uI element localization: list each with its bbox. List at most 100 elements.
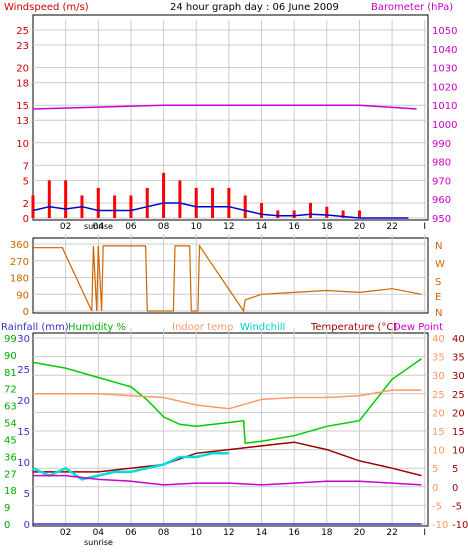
wind-x-tick-label: 12 (223, 222, 234, 232)
direction-y-tick-label: 90 (16, 290, 29, 301)
humidity-y-tick-label: 99 (4, 334, 17, 345)
temp-x-tick-label: 04 (93, 528, 105, 538)
direction-y-tick-label: 360 (10, 240, 29, 251)
indoor-y-tick-label: 0 (432, 483, 438, 494)
wind-x-tick-label: 08 (158, 222, 170, 232)
humidity-y-tick-label: 27 (4, 469, 17, 480)
barometer-y-tick-label: 1050 (432, 26, 457, 37)
indoor-y-tick-label: 20 (432, 408, 445, 419)
wind-gust-bar (145, 187, 149, 218)
wind-x-tick-label: 20 (354, 222, 366, 232)
humidity-y-tick-label: 54 (4, 419, 17, 430)
rainfall-y-tick-label: 5 (24, 489, 30, 500)
barometer-y-tick-label: 990 (432, 139, 451, 150)
compass-s: S (435, 277, 441, 288)
wind-x-tick-label: 06 (125, 222, 137, 232)
windchill-line (32, 452, 229, 481)
windspeed-y-tick-label: 5 (23, 176, 29, 187)
compass-n-top: N (435, 241, 442, 252)
rainfall-y-tick-label: 25 (17, 365, 30, 376)
temp-x-tick-label: 22 (386, 528, 397, 538)
chart-title: 24 hour graph day : 06 June 2009 (170, 2, 339, 13)
windspeed-y-tick-label: 15 (16, 101, 29, 112)
windspeed-y-tick-label: 13 (16, 116, 29, 127)
wind-gust-bar (227, 187, 231, 218)
wind-gust-bar (96, 187, 100, 218)
indoor-y-tick-label: 35 (432, 353, 445, 364)
windchill-label: Windchill (240, 322, 285, 333)
temp-x-tick-label: 14 (256, 528, 268, 538)
wind-gust-bar (129, 195, 133, 218)
windspeed-y-tick-label: 7 (23, 161, 29, 172)
indoor-y-tick-label: 10 (432, 446, 445, 457)
wind-x-tick-label: 04 (93, 222, 105, 232)
wind-gust-bar (211, 187, 215, 218)
humidity-y-tick-label: 63 (4, 402, 17, 413)
temp-x-tick-label: 08 (158, 528, 170, 538)
temp-x-tick-label: 12 (223, 528, 234, 538)
wind-gust-bar (47, 180, 51, 218)
temperature-y-tick-label: -5 (452, 501, 462, 512)
temperature-y-tick-label: 35 (452, 353, 465, 364)
temp-x-tick-label: 06 (125, 528, 137, 538)
temp-x-tick-label: 10 (190, 528, 202, 538)
wind-gust-bar (31, 195, 35, 218)
sunrise-label-bottom: sunrise (84, 538, 113, 547)
temp-x-tick-label: 02 (60, 528, 71, 538)
rainfall-y-tick-label: 20 (17, 396, 30, 407)
barometer-line (32, 104, 417, 110)
wind-gust-bar (178, 180, 182, 218)
barometer-y-tick-label: 1020 (432, 82, 457, 93)
humidity-y-tick-label: 45 (4, 435, 17, 446)
wind-x-tick-label: 02 (60, 222, 71, 232)
windspeed-y-tick-label: 0 (23, 214, 29, 225)
wind-x-tick-label: 22 (386, 222, 397, 232)
temperature-axis-label: Temperature (°C) (310, 322, 397, 333)
temp-x-tick-label: I (423, 528, 426, 538)
dew-point-label: Dew Point (393, 322, 443, 333)
barometer-y-tick-label: 1030 (432, 64, 457, 75)
humidity-y-tick-label: 72 (4, 385, 17, 396)
humidity-y-tick-label: 18 (4, 486, 17, 497)
barometer-y-tick-label: 1040 (432, 45, 457, 56)
dew-point-line (33, 474, 422, 486)
direction-panel-frame (32, 237, 429, 314)
barometer-y-tick-label: 1000 (432, 120, 457, 131)
direction-y-tick-label: 0 (23, 307, 29, 318)
indoor-y-tick-label: 5 (432, 464, 438, 475)
temp-panel-frame (32, 332, 429, 527)
temperature-line (33, 441, 422, 477)
humidity-y-tick-label: 36 (4, 452, 17, 463)
windspeed-y-tick-label: 23 (16, 41, 29, 52)
indoor-temp-label: Indoor temp (172, 322, 233, 333)
wind-gust-bar (162, 172, 166, 218)
wind-x-tick-label: 14 (256, 222, 268, 232)
wind-gust-bar (194, 187, 198, 218)
barometer-y-tick-label: 970 (432, 176, 451, 187)
wind-gust-bar (260, 202, 264, 218)
barometer-y-tick-label: 960 (432, 195, 451, 206)
windspeed-y-tick-label: 2 (23, 199, 29, 210)
temperature-y-tick-label: 0 (452, 483, 458, 494)
humidity-axis-label: Humidity % (68, 322, 126, 333)
barometer-y-tick-label: 1010 (432, 101, 457, 112)
temperature-y-tick-label: 30 (452, 371, 465, 382)
temperature-y-tick-label: 40 (452, 334, 465, 345)
wind-gust-bar (325, 206, 329, 218)
windspeed-y-tick-label: 25 (16, 26, 29, 37)
indoor-y-tick-label: -10 (432, 520, 448, 531)
temp-x-tick-label: 18 (321, 528, 333, 538)
indoor-temp-line (33, 389, 422, 410)
humidity-line (32, 358, 422, 445)
compass-e: E (435, 292, 441, 303)
wind-x-tick-label: I (423, 222, 426, 232)
windspeed-line (32, 202, 409, 219)
direction-y-tick-label: 180 (10, 274, 29, 285)
indoor-y-tick-label: 40 (432, 334, 445, 345)
direction-y-tick-label: 270 (10, 257, 29, 268)
humidity-y-tick-label: 0 (4, 520, 10, 531)
rainfall-y-tick-label: 30 (17, 334, 30, 345)
temperature-y-tick-label: 5 (452, 464, 458, 475)
wind-x-tick-label: 16 (288, 222, 300, 232)
indoor-y-tick-label: 25 (432, 390, 445, 401)
